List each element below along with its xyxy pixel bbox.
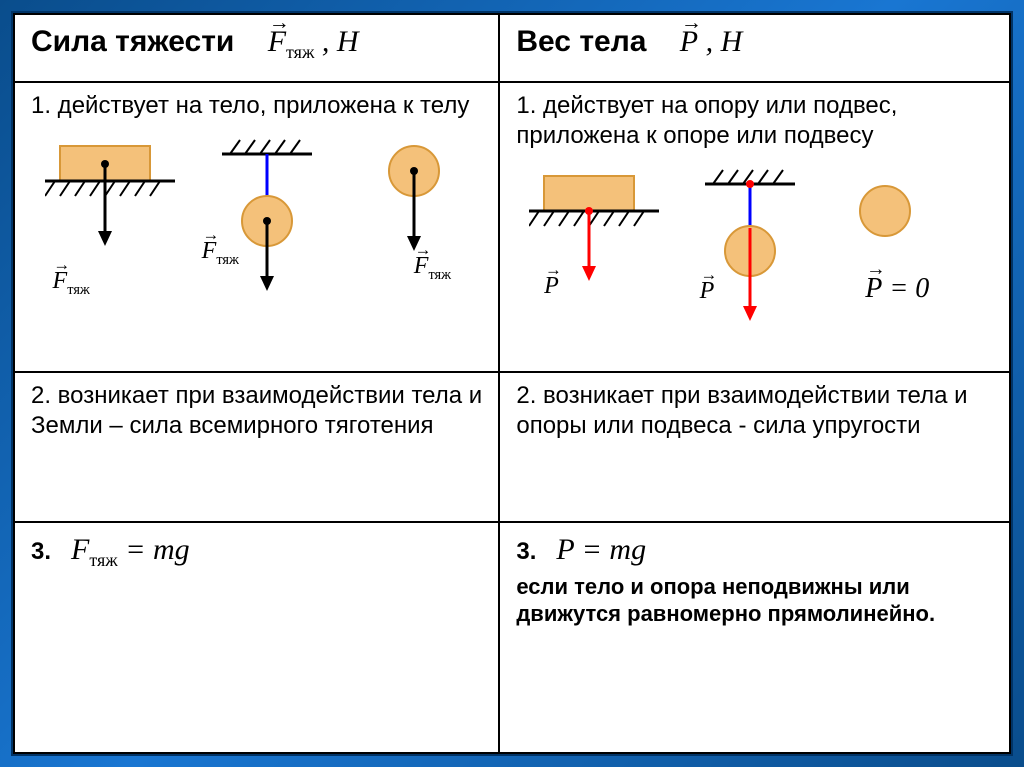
row1-left: 1. действует на тело, приложена к телу [14,82,499,372]
row1-right: 1. действует на опору или подвес, прилож… [499,82,1010,372]
diagram-freeball-gravity: Fтяж [359,136,469,316]
row3-right-formula: P = mg [556,533,646,566]
header-right: Вес тела P , H [499,14,1010,82]
header-left: Сила тяжести Fтяж , H [14,14,499,82]
row3-right-note: если тело и опора неподвижны или движутс… [516,573,993,628]
diagram-block-weight: P [529,166,659,346]
header-right-symbol: P , H [680,25,743,58]
label-P1: P [544,271,559,301]
row2-left: 2. возникает при взаимодействии тела и З… [14,372,499,522]
header-right-title: Вес тела [516,25,646,58]
row3-right: 3. P = mg если тело и опора неподвижны и… [499,522,1010,753]
label-F1: Fтяж [53,266,90,299]
diagrams-left: Fтяж [31,121,482,316]
row2-right: 2. возникает при взаимодействии тела и о… [499,372,1010,522]
label-F2: Fтяж [202,236,239,269]
header-left-symbol: Fтяж , H [268,25,359,58]
diagram-freeball-weight: P = 0 [840,166,980,346]
label-P2: P [700,276,715,306]
label-F3: Fтяж [414,251,451,284]
diagram-hanging-weight: P [685,166,815,346]
row3-left-prefix: 3. [31,538,51,565]
diagram-block-gravity: Fтяж [45,136,175,316]
row1-right-text: 1. действует на опору или подвес, прилож… [516,91,993,151]
header-left-title: Сила тяжести [31,25,234,58]
row3-left-formula: Fтяж = mg [71,533,190,566]
diagrams-right: P [516,151,993,346]
row3-right-prefix: 3. [516,538,536,565]
row3-left: 3. Fтяж = mg [14,522,499,753]
label-P0: P = 0 [865,271,929,306]
diagram-hanging-gravity: Fтяж [202,136,332,316]
row1-left-text: 1. действует на тело, приложена к телу [31,91,482,121]
